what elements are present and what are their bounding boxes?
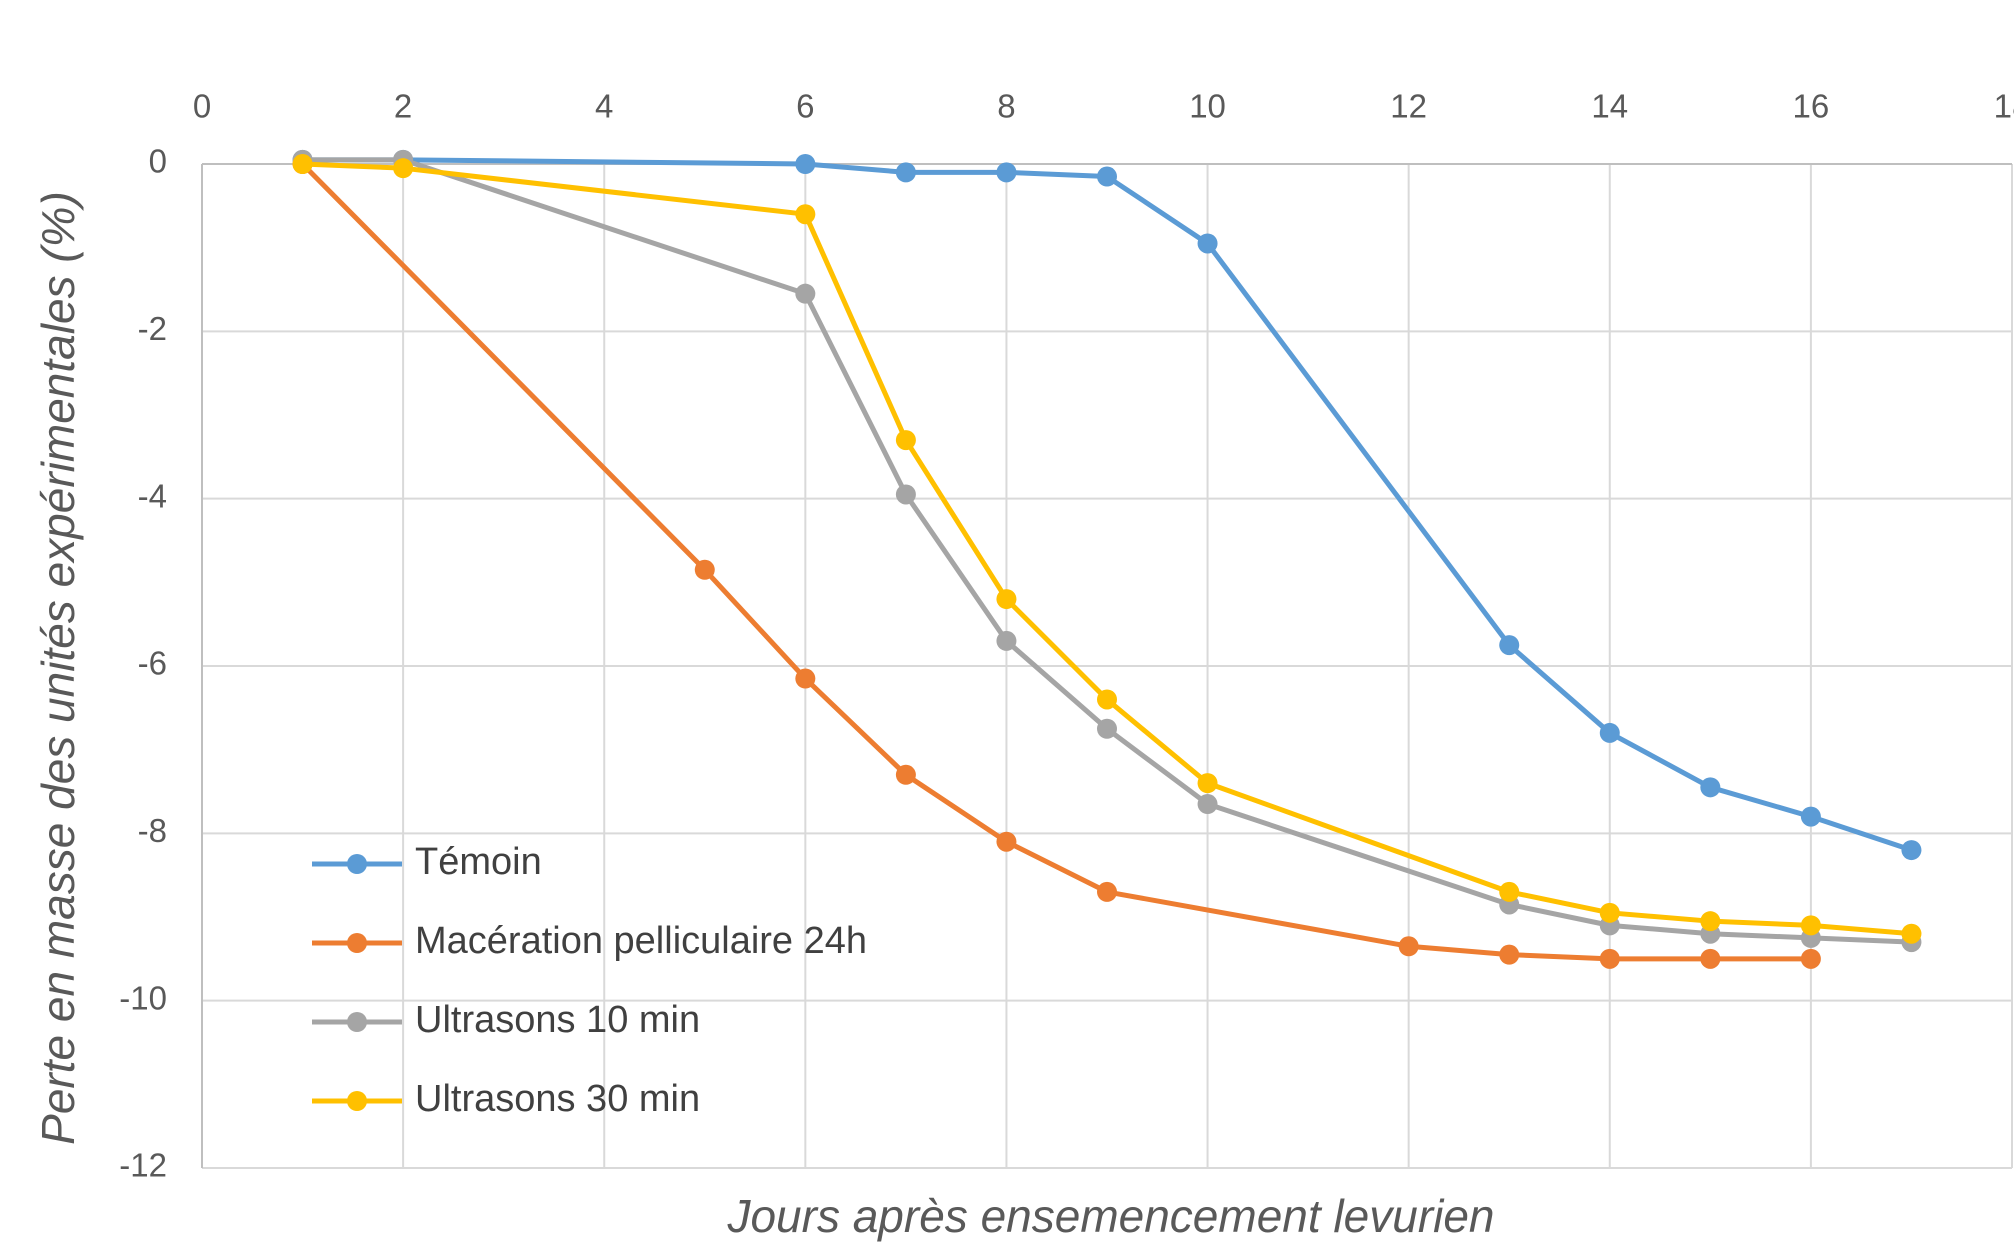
data-point [996, 162, 1017, 183]
data-point [1901, 923, 1922, 944]
legend-marker [347, 933, 367, 953]
data-point [694, 559, 715, 580]
x-tick-label: 12 [1390, 88, 1427, 125]
legend-marker [347, 1012, 367, 1032]
data-point [1599, 902, 1620, 923]
data-point [795, 204, 816, 225]
x-tick-label: 8 [997, 88, 1015, 125]
legend-label: Ultrasons 30 min [415, 1078, 700, 1120]
data-point [1800, 806, 1821, 827]
data-point [1700, 948, 1721, 969]
data-point [795, 668, 816, 689]
data-point [1499, 944, 1520, 965]
data-point [1097, 881, 1117, 902]
data-point [996, 630, 1017, 651]
data-point [1097, 166, 1117, 187]
data-point [1800, 915, 1821, 936]
data-point [996, 589, 1017, 610]
x-tick-label: 18 [1994, 88, 2014, 125]
legend-marker [347, 854, 367, 874]
data-point [1700, 777, 1721, 798]
data-point [1700, 911, 1721, 932]
series-line [302, 157, 1913, 853]
data-point [1197, 794, 1218, 815]
legend-label: Témoin [415, 841, 542, 883]
x-tick-label: 6 [796, 88, 814, 125]
y-tick-label: -6 [138, 645, 167, 682]
y-tick-label: -8 [138, 812, 167, 849]
y-axis-title: Perte en masse des unités expérimentales… [32, 191, 84, 1145]
x-tick-label: 2 [394, 88, 412, 125]
x-tick-label: 14 [1591, 88, 1628, 125]
legend-marker [347, 1091, 367, 1111]
data-point [1901, 840, 1922, 861]
x-tick-label: 16 [1793, 88, 1830, 125]
x-tick-label: 10 [1189, 88, 1226, 125]
y-tick-label: -4 [138, 477, 167, 514]
data-point [895, 430, 916, 451]
data-point [1097, 689, 1117, 710]
data-point [1197, 233, 1218, 254]
legend-label: Ultrasons 10 min [415, 999, 700, 1041]
data-point [895, 484, 916, 505]
data-point [795, 283, 816, 304]
data-point [895, 764, 916, 785]
x-tick-label: 4 [595, 88, 613, 125]
data-point [1599, 948, 1620, 969]
data-point [795, 154, 816, 174]
series-line [302, 157, 1912, 945]
x-axis-title: Jours après ensemencement levurien [726, 1190, 1494, 1242]
data-point [1599, 722, 1620, 743]
data-point [895, 162, 916, 183]
data-point [1499, 881, 1520, 902]
series-line [302, 161, 1912, 937]
data-point [393, 158, 414, 179]
data-point [1800, 948, 1821, 969]
data-point [1097, 718, 1117, 739]
data-point [1398, 936, 1419, 957]
data-point [996, 831, 1017, 852]
data-point [1499, 635, 1520, 656]
y-tick-label: -10 [119, 979, 167, 1016]
series-line [300, 162, 1811, 962]
y-tick-label: -12 [119, 1147, 167, 1184]
y-tick-label: -2 [138, 310, 167, 347]
legend-label: Macération pelliculaire 24h [415, 920, 867, 962]
data-point [1197, 773, 1218, 794]
y-tick-label: 0 [149, 143, 167, 180]
x-tick-label: 0 [193, 88, 211, 125]
data-point [292, 154, 313, 174]
